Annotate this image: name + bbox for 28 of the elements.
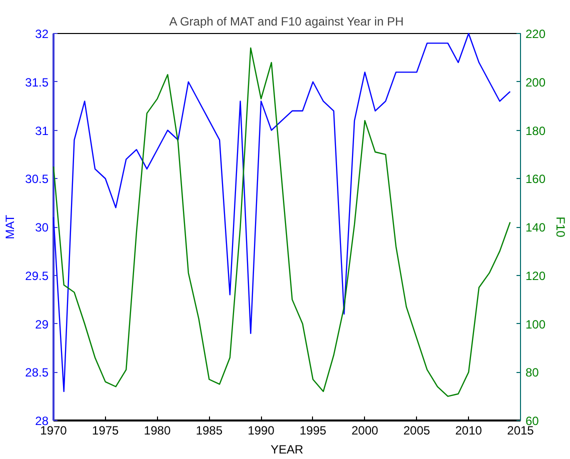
x-tick-label: 1990 <box>248 424 275 438</box>
y2-tick-label: 160 <box>526 172 546 186</box>
y2-tick-label: 140 <box>526 220 546 234</box>
x-tick-label: 2005 <box>403 424 430 438</box>
x-tick-label: 1975 <box>92 424 120 438</box>
chart-title: A Graph of MAT and F10 against Year in PH <box>169 14 404 28</box>
x-tick-label: 2010 <box>455 424 482 438</box>
y2-tick-label: 180 <box>526 124 546 138</box>
x-tick-label: 1985 <box>196 424 223 438</box>
y2-tick-label: 120 <box>526 268 546 283</box>
x-tick-label: 2000 <box>351 424 379 438</box>
y-tick-label: 29.5 <box>25 268 49 283</box>
y-tick-label: 31.5 <box>25 75 49 90</box>
y-tick-label: 29 <box>35 317 49 332</box>
y-tick-label: 32 <box>35 27 49 41</box>
y2-tick-label: 200 <box>526 75 546 90</box>
y-tick-label: 30 <box>35 220 49 234</box>
x-axis-title: YEAR <box>270 442 304 456</box>
x-tick-label: 1980 <box>144 424 171 438</box>
y-tick-label: 31 <box>35 124 49 138</box>
y2-axis-title: F10 <box>554 216 568 238</box>
y2-tick-label: 100 <box>526 317 546 332</box>
x-tick-label: 1995 <box>300 424 327 438</box>
y-tick-label: 30.5 <box>25 172 49 186</box>
y2-tick-label: 80 <box>526 366 540 380</box>
y-axis-title: MAT <box>3 214 18 240</box>
y2-tick-label: 220 <box>526 27 546 41</box>
y-tick-label: 28.5 <box>25 366 49 380</box>
